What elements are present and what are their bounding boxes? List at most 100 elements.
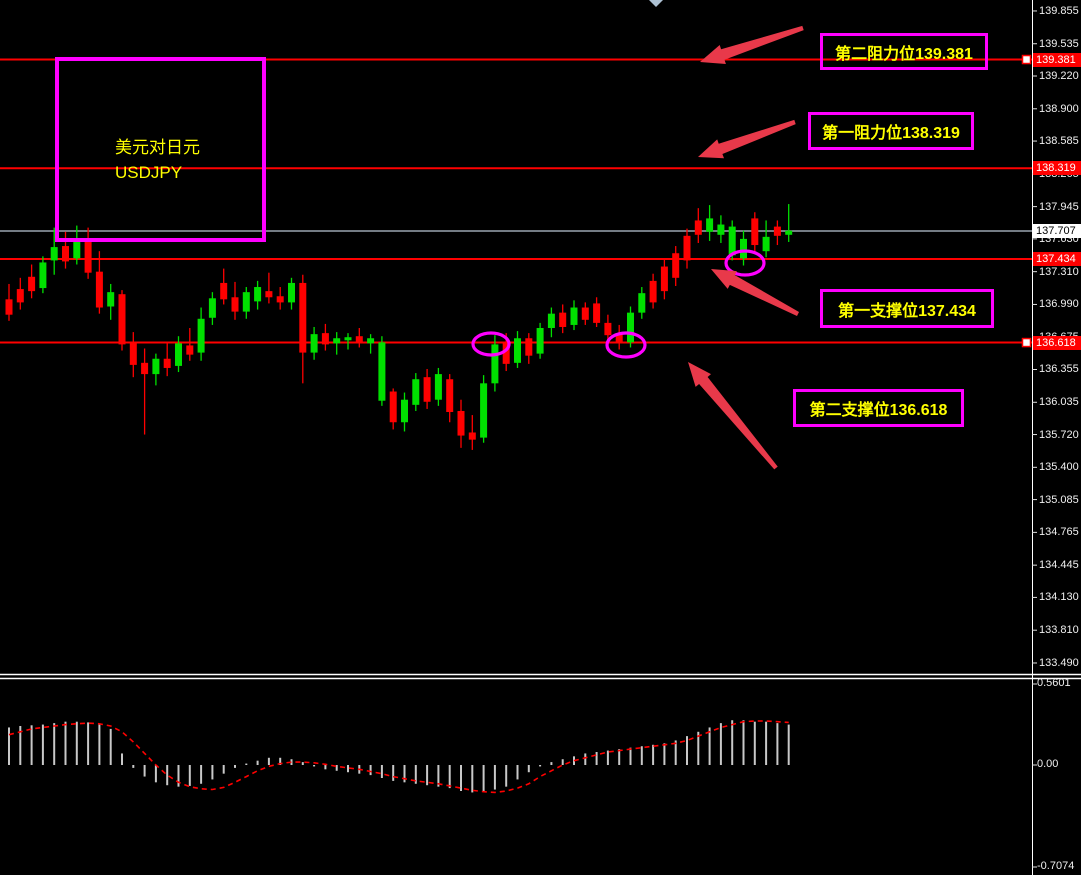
candle-body [683,235,691,261]
price-tag-resistance-2: 139.381 [1033,52,1081,67]
candle-body [615,333,623,343]
callout-resistance-1[interactable]: 第一阻力位138.319 [808,112,974,150]
price-tick-label: 134.130 [1039,591,1079,604]
chart-shift-marker-icon[interactable] [649,0,663,7]
highlight-ellipse[interactable] [605,331,647,359]
candle-body [5,299,13,315]
callout-resistance-2[interactable]: 第二阻力位139.381 [820,33,988,70]
annotation-arrow[interactable] [700,25,804,64]
candle-body [649,280,657,303]
line-handle-marker[interactable] [1021,337,1032,348]
candle-body [751,218,759,246]
candle-body [468,432,476,440]
candle-body [310,334,318,353]
candle-body [288,282,295,303]
candle-body [389,391,397,423]
candle-body [333,338,341,344]
candle-body [694,220,702,235]
price-tick-label: 137.310 [1039,265,1079,278]
candle-body [559,312,567,327]
candle-body [717,224,725,235]
line-handle-marker[interactable] [1021,54,1032,65]
candle-body [118,294,126,345]
candle-body [412,379,420,405]
price-tick-label: 136.035 [1039,396,1079,409]
candle-body [355,336,363,344]
candle-body [785,230,793,235]
callout-support-1[interactable]: 第一支撑位137.434 [820,289,994,328]
candle-body [95,271,103,308]
price-tick-label: 137.945 [1039,200,1079,213]
price-tag-support-2: 136.618 [1033,335,1081,350]
candle-body [107,292,115,307]
candle-body [344,337,352,341]
candle-body [276,296,284,303]
candle-body [28,276,36,292]
signal-line [8,720,789,794]
indicator-axis-min-label: -0.7074 [1037,860,1075,872]
price-tag-resistance-1: 138.319 [1033,161,1081,176]
price-tick-label: 138.900 [1039,102,1079,115]
candle-body [242,292,250,312]
price-tick-label: 135.720 [1039,428,1079,441]
candle-body [547,313,555,329]
candle-body [208,298,216,318]
candle-body [434,374,442,400]
candle-body [604,322,612,336]
candle-body [581,307,589,320]
highlight-ellipse[interactable] [471,331,511,357]
candle-body [163,358,171,368]
candle-body [593,303,601,323]
indicator-axis-max-label: 0.5601 [1037,677,1071,689]
candle-body [536,328,544,354]
symbol-name: USDJPY [115,163,183,182]
candle-body [525,338,533,356]
symbol-label-box[interactable]: 美元对日元 USDJPY [55,57,266,242]
candle-body [660,266,668,292]
candle-body [672,253,680,278]
current-price-tag: 137.707 [1033,223,1081,238]
price-tick-label: 139.855 [1039,4,1079,17]
candle-body [175,343,182,366]
candle-body [638,293,646,313]
candle-body [762,236,770,252]
candle-body [773,226,781,236]
price-tick-label: 139.535 [1039,37,1079,50]
candle-body [457,410,465,436]
price-tick-label: 136.990 [1039,298,1079,311]
price-tick-label: 133.810 [1039,624,1079,637]
annotation-arrow[interactable] [688,362,778,470]
candle-body [367,338,375,344]
candle-body [129,343,137,365]
candle-body [186,345,194,355]
candle-body [50,247,58,261]
candle-body [401,399,408,423]
candle-body [491,344,499,384]
candle-body [728,226,736,256]
candle-body [220,282,228,300]
candle-body [197,318,205,353]
annotation-arrow[interactable] [711,269,799,316]
price-tick-label: 136.355 [1039,363,1079,376]
price-tick-label: 138.585 [1039,135,1079,148]
candle-body [141,362,149,375]
price-tick-label: 134.445 [1039,559,1079,572]
symbol-name-cn: 美元对日元 [115,138,200,157]
candle-body [706,218,714,232]
callout-support-2[interactable]: 第二支撑位136.618 [793,389,964,427]
candle-body [265,291,273,298]
indicator-axis-zero-label: 0.00 [1037,758,1059,770]
highlight-ellipse[interactable] [724,249,766,277]
candle-body [62,246,69,262]
candle-body [423,377,431,402]
candle-body [254,287,262,302]
candle-body [73,239,81,259]
candle-body [84,238,92,273]
candle-body [378,342,386,401]
price-tick-label: 139.220 [1039,70,1079,82]
candle-body [502,342,510,364]
candle-body [152,358,160,375]
annotation-arrow[interactable] [698,119,796,159]
